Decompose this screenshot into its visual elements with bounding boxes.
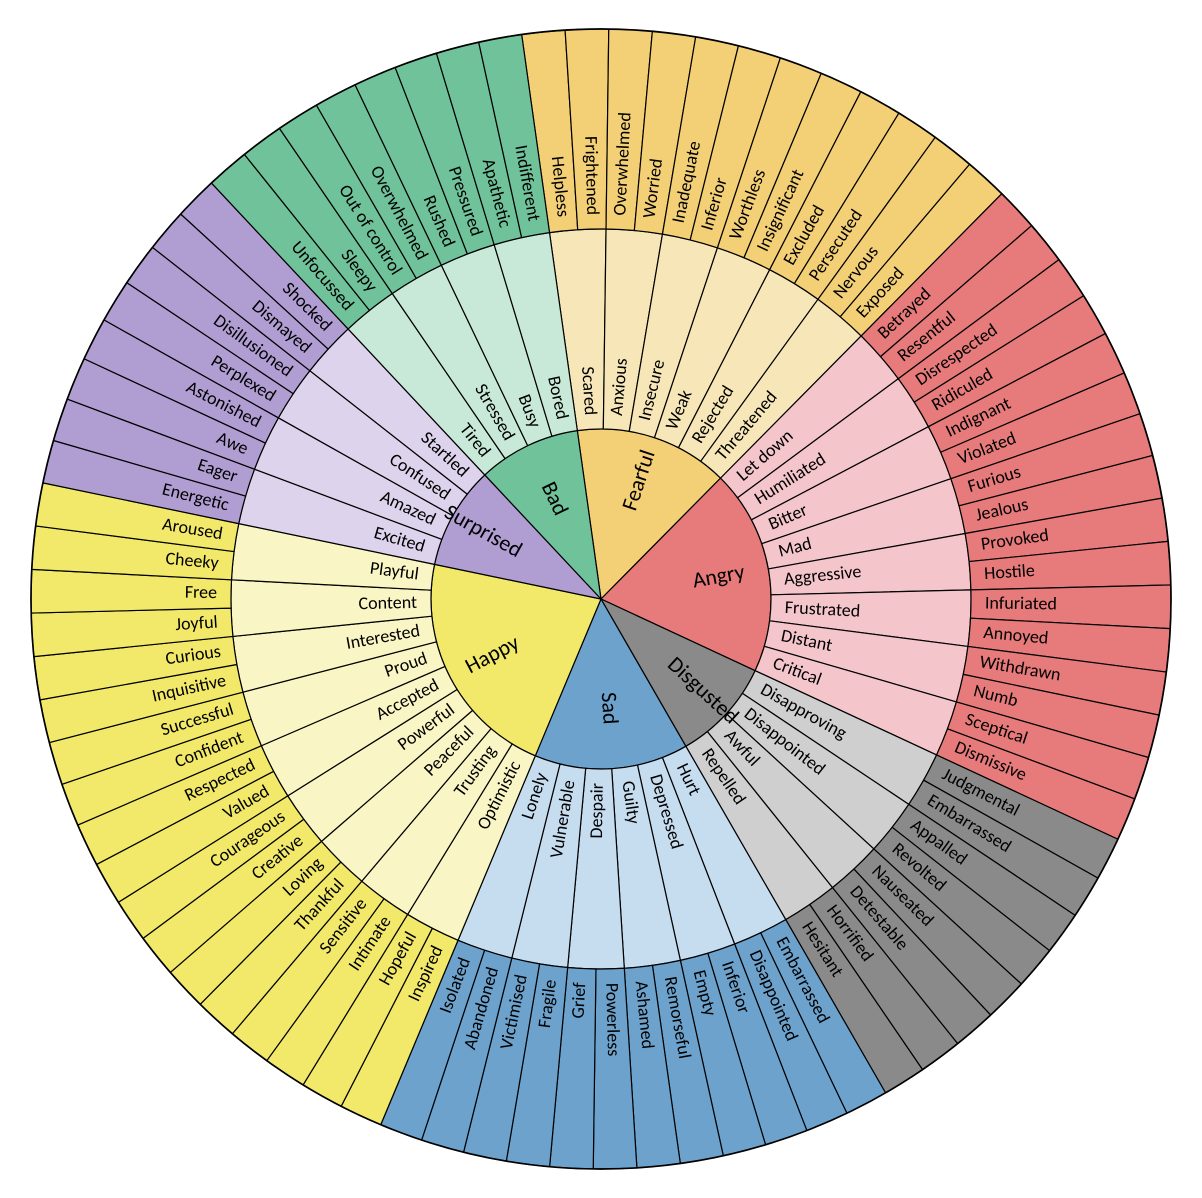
emotion-wheel: FearfulScaredHelplessFrightenedAnxiousOv… bbox=[0, 0, 1202, 1198]
outer-joyful-label: Joyful bbox=[175, 610, 219, 635]
mid-content-label: Content bbox=[358, 591, 417, 614]
outer-infuriated-label: Infuriated bbox=[985, 592, 1057, 615]
outer-powerless-label: Powerless bbox=[601, 983, 625, 1057]
outer-grief-label: Grief bbox=[567, 981, 591, 1019]
outer-free-label: Free bbox=[185, 581, 218, 603]
mid-despair-label: Despair bbox=[585, 783, 608, 839]
outer-hostile-label: Hostile bbox=[983, 559, 1035, 584]
mid-scared-label: Scared bbox=[577, 366, 602, 416]
outer-frightened-label: Frightened bbox=[580, 136, 604, 216]
core-sad-label: Sad bbox=[596, 691, 625, 725]
mid-frustrated-label: Frustrated bbox=[784, 596, 861, 622]
